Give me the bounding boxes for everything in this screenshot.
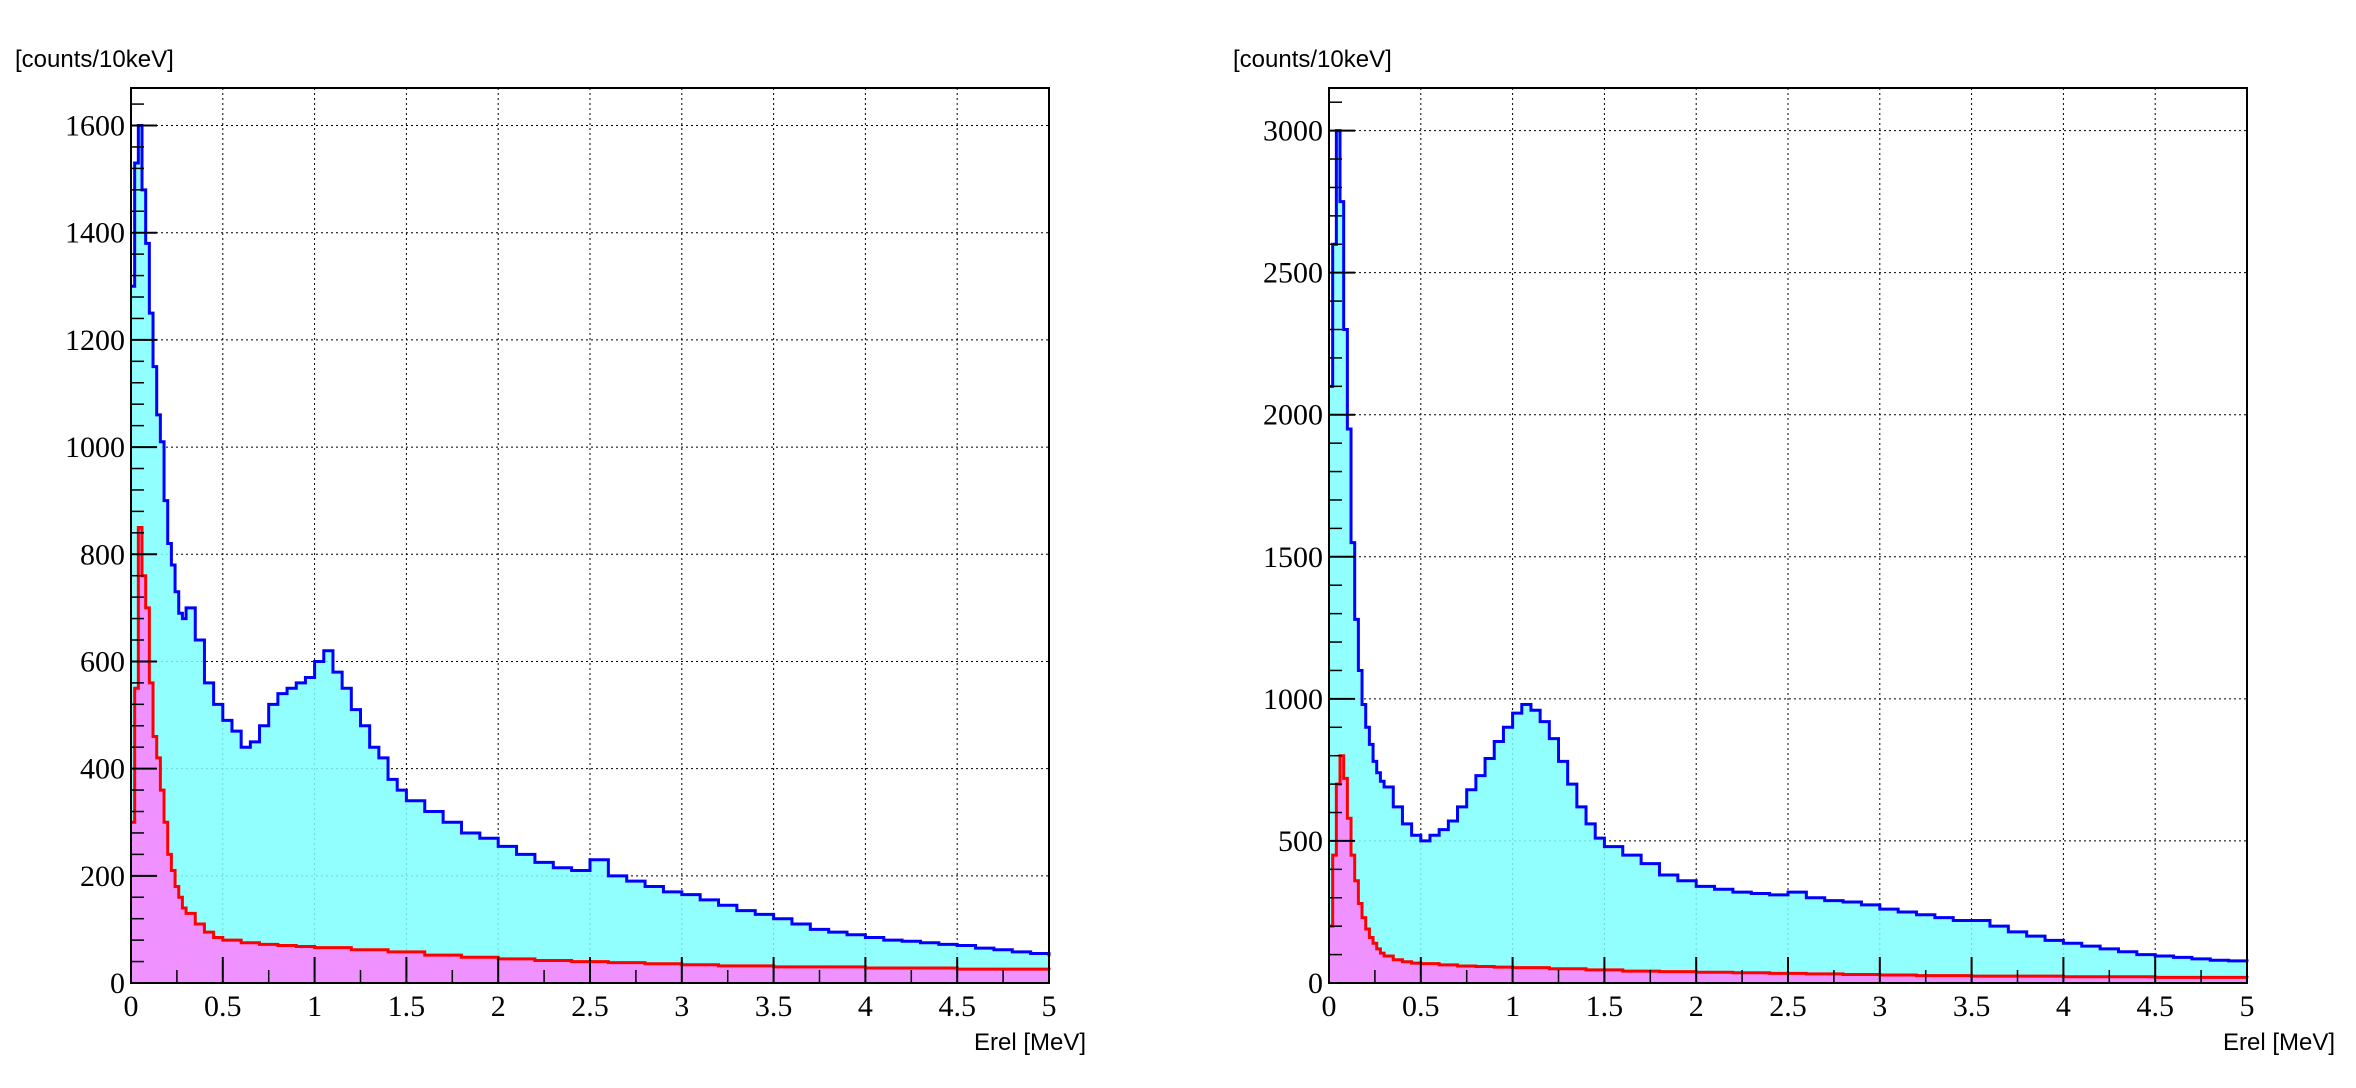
x-tick-label: 2.5 bbox=[571, 990, 609, 1023]
x-tick-label: 1 bbox=[1505, 990, 1520, 1023]
series-0-line bbox=[131, 124, 1051, 957]
series-0-line bbox=[1329, 129, 2249, 963]
x-axis-title: Erel [MeV] bbox=[2223, 1029, 2335, 1056]
series-1-line bbox=[1329, 754, 2249, 979]
x-tick-label: 1 bbox=[307, 990, 322, 1023]
x-tick-label: 1.5 bbox=[1586, 990, 1624, 1023]
y-tick-label: 3000 bbox=[1263, 115, 1323, 148]
x-tick-label: 2 bbox=[1689, 990, 1704, 1023]
y-tick-label: 1500 bbox=[1263, 541, 1323, 574]
x-tick-label: 2 bbox=[491, 990, 506, 1023]
y-tick-label: 2500 bbox=[1263, 257, 1323, 290]
y-tick-label: 200 bbox=[80, 860, 125, 893]
x-axis-title: Erel [MeV] bbox=[974, 1029, 1086, 1056]
x-tick-label: 0 bbox=[124, 990, 139, 1023]
x-tick-label: 4.5 bbox=[2136, 990, 2174, 1023]
left-histogram-panel: [counts/10keV] Erel [MeV] 0 0.5 1 1.5 2 2.5 3 3… bbox=[15, 46, 1086, 1056]
x-tick-label: 4 bbox=[858, 990, 873, 1023]
y-tick-label: 2000 bbox=[1263, 399, 1323, 432]
x-tick-label: 5 bbox=[2240, 990, 2255, 1023]
x-tick-label: 1.5 bbox=[388, 990, 426, 1023]
y-tick-label: 0 bbox=[1308, 967, 1323, 1000]
x-tick-label: 4 bbox=[2056, 990, 2071, 1023]
x-tick-label: 3.5 bbox=[1953, 990, 1991, 1023]
y-tick-label: 800 bbox=[80, 538, 125, 571]
x-tick-label: 0.5 bbox=[204, 990, 242, 1023]
y-tick-label: 600 bbox=[80, 645, 125, 678]
y-tick-label: 400 bbox=[80, 753, 125, 786]
x-tick-label: 2.5 bbox=[1769, 990, 1807, 1023]
x-tick-label: 3.5 bbox=[755, 990, 793, 1023]
series-1-line bbox=[131, 525, 1051, 971]
y-unit-label: [counts/10keV] bbox=[1233, 46, 1392, 73]
y-tick-label: 0 bbox=[110, 967, 125, 1000]
y-tick-label: 1000 bbox=[65, 431, 125, 464]
x-tick-label: 0.5 bbox=[1402, 990, 1440, 1023]
right-histogram-panel: [counts/10keV] Erel [MeV] 0 0.5 1 1.5 2 2.5 3 3… bbox=[1233, 46, 2335, 1056]
series-0-fill bbox=[131, 125, 1049, 984]
y-unit-label: [counts/10keV] bbox=[15, 46, 174, 73]
x-tick-label: 4.5 bbox=[938, 990, 976, 1023]
series-0-fill bbox=[1329, 130, 2247, 984]
x-tick-label: 5 bbox=[1042, 990, 1057, 1023]
y-tick-label: 1000 bbox=[1263, 683, 1323, 716]
x-tick-label: 0 bbox=[1322, 990, 1337, 1023]
y-tick-label: 1400 bbox=[65, 217, 125, 250]
y-tick-label: 500 bbox=[1278, 825, 1323, 858]
x-tick-label: 3 bbox=[674, 990, 689, 1023]
y-tick-label: 1200 bbox=[65, 324, 125, 357]
x-tick-label: 3 bbox=[1872, 990, 1887, 1023]
y-tick-label: 1600 bbox=[65, 110, 125, 143]
